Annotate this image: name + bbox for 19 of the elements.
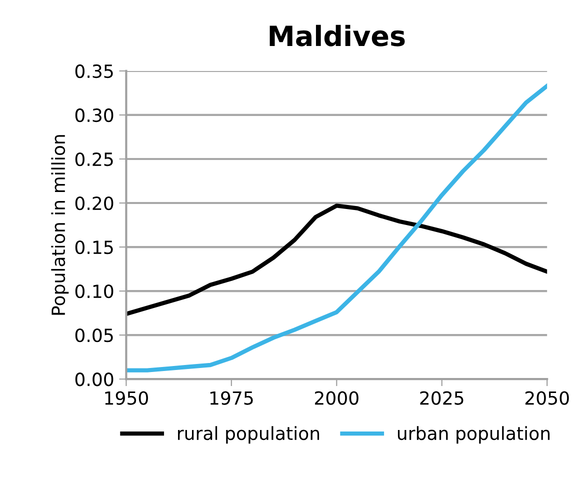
y-tick-label: 0.00 — [75, 372, 114, 386]
x-tick-label: 2025 — [420, 391, 464, 405]
legend-label: urban population — [398, 426, 550, 444]
line-series — [126, 84, 548, 372]
x-tick-label: 2050 — [525, 391, 569, 405]
y-tick-label: 0.30 — [75, 108, 114, 122]
legend-label: rural population — [178, 426, 320, 444]
x-tick-label: 2000 — [314, 391, 358, 405]
line-series — [126, 204, 548, 316]
x-tick-label: 1950 — [105, 391, 148, 405]
y-tick-label: 0.15 — [75, 240, 113, 254]
y-tick-label: 0.25 — [75, 152, 113, 166]
y-axis-title: Population in million — [51, 135, 69, 315]
y-tick-label: 0.20 — [75, 196, 114, 210]
y-tick-label: 0.05 — [75, 328, 113, 342]
x-tick-label: 1975 — [210, 391, 253, 405]
y-tick-label: 0.10 — [75, 284, 114, 298]
y-tick-label: 0.35 — [75, 64, 113, 78]
chart-title: Maldives — [270, 24, 405, 46]
